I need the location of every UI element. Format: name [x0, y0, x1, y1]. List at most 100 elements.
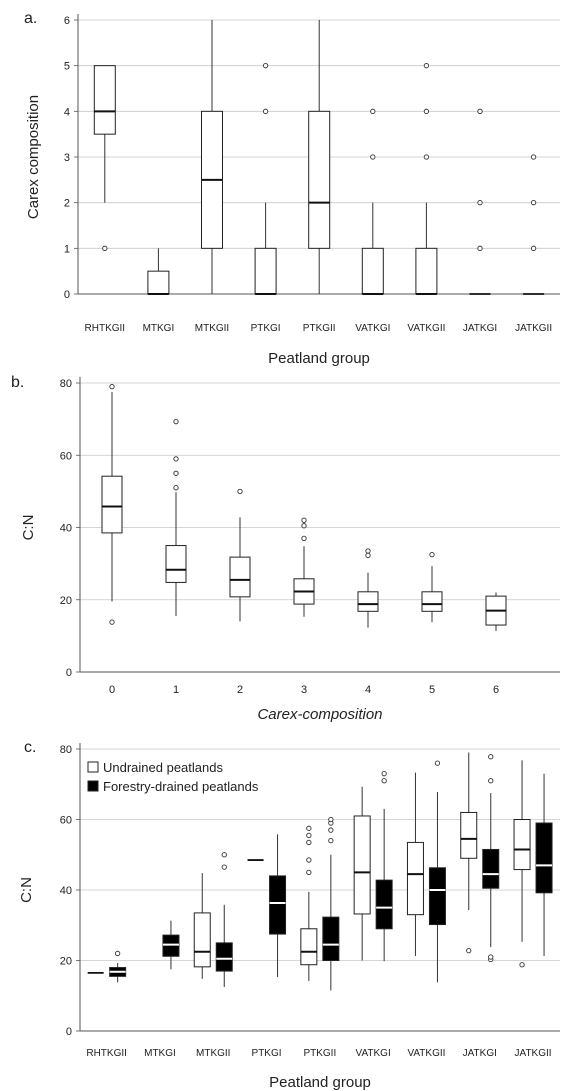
y-axis-label: Carex composition — [25, 95, 42, 219]
outlier-point — [370, 154, 376, 160]
y-tick-label: 80 — [60, 378, 72, 390]
box-plot — [353, 786, 371, 961]
box-plot — [300, 825, 318, 981]
x-tick-label: VATKGI — [356, 1048, 391, 1059]
outlier-point — [530, 245, 537, 251]
x-tick-label: PTKGI — [252, 1048, 282, 1059]
y-tick-label: 80 — [60, 744, 72, 756]
outlier-point — [109, 383, 115, 390]
box-plot — [357, 548, 379, 628]
box-iqr — [193, 912, 211, 968]
box-plot — [308, 20, 331, 294]
box-plot — [215, 852, 233, 987]
box-iqr — [147, 270, 170, 295]
x-tick-label: 3 — [301, 684, 307, 696]
box-plot — [93, 65, 116, 251]
outlier-point — [173, 456, 179, 462]
outlier-point — [434, 760, 441, 766]
x-tick-label: MTKGII — [196, 1048, 230, 1059]
y-tick-label: 0 — [66, 667, 72, 679]
chart-panel-3: 0 20 40 60 80 RHTKGII MTKGI MTKGII PTKGI PTKGII VA… — [18, 739, 560, 1091]
box-plot — [485, 592, 507, 632]
outlier-point — [530, 200, 537, 206]
outlier-point — [365, 548, 371, 554]
outlier-point — [306, 869, 312, 876]
box-iqr — [415, 247, 438, 295]
x-tick-label: JATKGI — [463, 1048, 497, 1059]
y-tick-label: 60 — [60, 450, 72, 462]
box-plot — [269, 834, 287, 978]
x-tick-label: PTKGI — [251, 323, 281, 334]
outlier-point — [262, 63, 269, 69]
box-iqr — [215, 942, 233, 972]
box-iqr — [269, 875, 287, 935]
outlier-point — [519, 962, 525, 968]
box-iqr — [165, 545, 187, 583]
outlier-point — [328, 827, 334, 833]
outlier-point — [381, 771, 387, 777]
outlier-point — [301, 523, 307, 529]
box-iqr — [375, 879, 393, 930]
box-iqr — [482, 848, 500, 889]
outlier-point — [381, 778, 387, 784]
x-tick-label: 6 — [493, 684, 499, 696]
panel-label: a. — [24, 10, 37, 27]
box-iqr — [322, 916, 340, 962]
outlier-point — [477, 200, 483, 206]
outlier-point — [301, 517, 307, 523]
y-tick-label: 2 — [64, 198, 70, 210]
y-tick-label: 60 — [60, 815, 72, 827]
box-plot — [361, 108, 384, 295]
x-tick-label: JATKGII — [515, 1048, 552, 1059]
box-plot — [460, 752, 478, 954]
outlier-point — [365, 552, 371, 558]
box-plot — [482, 754, 500, 963]
outlier-point — [530, 154, 537, 160]
box-plot — [101, 383, 123, 625]
y-tick-label: 20 — [60, 956, 72, 968]
x-tick-label: JATKGI — [463, 323, 497, 334]
outlier-point — [306, 857, 312, 863]
outlier-point — [262, 108, 269, 114]
box-iqr — [361, 247, 384, 295]
x-tick-label: PTKGII — [303, 1048, 336, 1059]
box-plot — [109, 950, 127, 983]
box-iqr — [421, 591, 443, 612]
chart-panel-1: 0 1 2 3 4 5 6 RHTKGII MTKGI MTKGII PTKGI PTKGII VATK… — [24, 10, 560, 367]
outlier-point — [423, 108, 430, 114]
outlier-point — [237, 488, 243, 495]
outlier-point — [370, 108, 376, 114]
box-plot — [229, 488, 251, 622]
y-tick-label: 0 — [66, 1026, 72, 1038]
outlier-point — [102, 245, 108, 251]
box-plot — [322, 816, 340, 991]
y-tick-label: 4 — [64, 106, 70, 118]
outlier-point — [477, 245, 483, 251]
box-plot — [535, 773, 553, 956]
outlier-point — [488, 778, 494, 784]
box-iqr — [513, 819, 531, 871]
x-tick-label: VATKGI — [355, 323, 390, 334]
box-plot — [428, 760, 446, 983]
box-plot — [415, 63, 438, 295]
x-tick-label: 0 — [109, 684, 115, 696]
y-tick-label: 0 — [64, 289, 70, 301]
outlier-point — [488, 754, 494, 760]
outlier-point — [429, 551, 435, 558]
x-tick-label: VATKGII — [407, 1048, 445, 1059]
outlier-point — [301, 535, 307, 541]
y-tick-label: 40 — [60, 523, 72, 535]
box-plot — [523, 154, 545, 295]
x-axis-label: Peatland group — [268, 350, 370, 367]
x-tick-label: 2 — [237, 684, 243, 696]
x-tick-label: MTKGI — [144, 1048, 176, 1059]
outlier-point — [173, 485, 179, 491]
box-iqr — [428, 867, 446, 926]
x-axis-label: Peatland group — [269, 1074, 371, 1091]
outlier-point — [173, 419, 179, 425]
box-iqr — [93, 65, 116, 135]
chart-panel-2: 0 20 40 60 80 0 1 2 3 4 5 6 b. Carex-composition C:N — [11, 374, 560, 723]
y-tick-label: 40 — [60, 885, 72, 897]
outlier-point — [173, 470, 179, 476]
legend-swatch — [87, 761, 99, 773]
